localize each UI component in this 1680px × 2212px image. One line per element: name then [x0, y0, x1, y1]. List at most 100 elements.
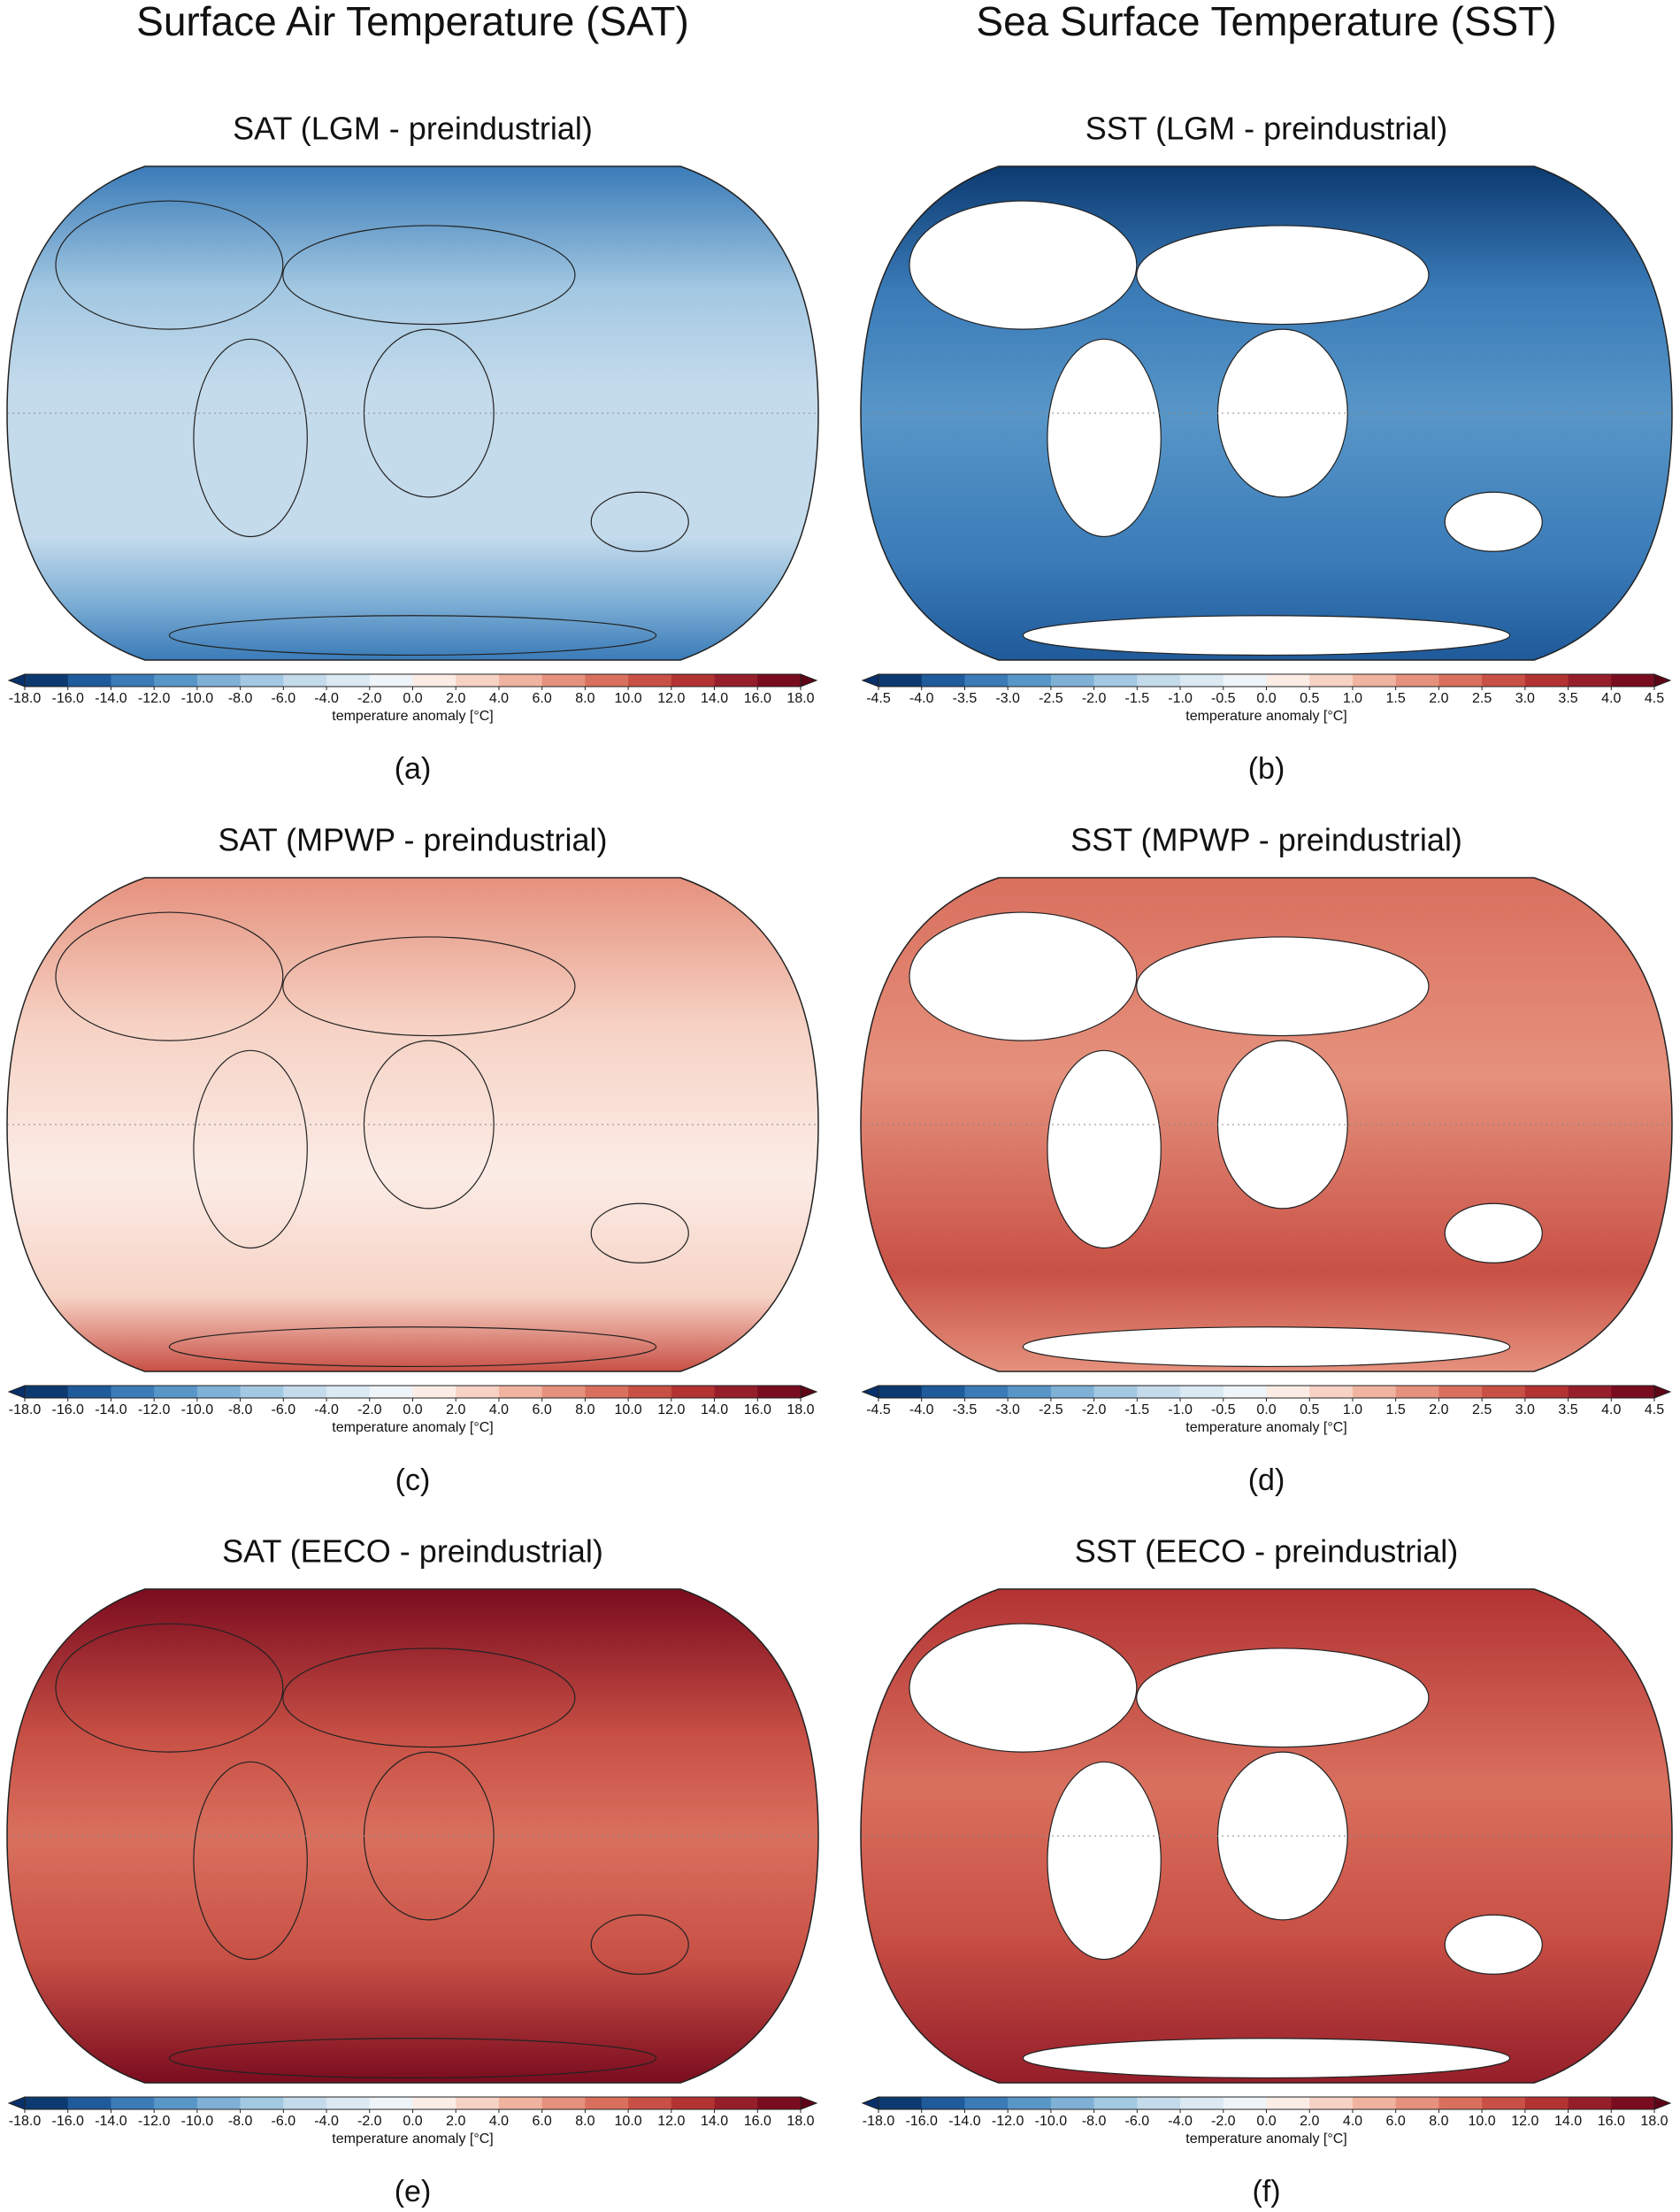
colorbar-segment	[1093, 1386, 1138, 1398]
colorbar-label: temperature anomaly [°C]	[332, 1420, 493, 1435]
colorbar-tick-label: 0.0	[403, 2114, 422, 2129]
colorbar-segment	[964, 674, 1009, 687]
colorbar-tick-label: -10.0	[181, 2114, 214, 2129]
panel-caption: (c)	[395, 1463, 431, 1497]
column-title: Surface Air Temperature (SAT)	[136, 0, 689, 44]
colorbar-tick-label: 0.5	[1300, 691, 1319, 706]
continent	[590, 1914, 689, 1975]
colorbar-tick-label: -8.0	[1082, 2114, 1107, 2129]
colorbar-tick-label: -18.0	[9, 2114, 42, 2129]
continent	[193, 1761, 308, 1961]
colorbar-tick-label: 1.0	[1343, 1402, 1362, 1417]
map	[7, 166, 818, 660]
colorbar-tick-label: -8.0	[228, 691, 253, 706]
colorbar-tick-label: 0.0	[403, 1402, 422, 1417]
colorbar-tick-label: 2.0	[1429, 691, 1448, 706]
map-border	[860, 877, 1673, 1372]
colorbar-segment	[585, 674, 629, 687]
colorbar-segment	[585, 1386, 629, 1398]
colorbar-segment	[283, 2097, 327, 2109]
colorbar-tick-label: -12.0	[138, 2114, 171, 2129]
colorbar-segment	[25, 674, 69, 687]
continent	[193, 1049, 308, 1249]
panel-caption: (b)	[1248, 752, 1285, 786]
map	[7, 1589, 818, 2083]
continent	[590, 491, 689, 552]
colorbar-segment	[283, 1386, 327, 1398]
colorbar-segment	[1309, 674, 1354, 687]
colorbar-segment	[67, 1386, 111, 1398]
colorbar-tick-label: -6.0	[272, 2114, 296, 2129]
colorbar-segment	[1352, 674, 1397, 687]
colorbar-segment	[1137, 674, 1181, 687]
colorbar-tick-label: -4.0	[314, 1402, 339, 1417]
colorbar-label: temperature anomaly [°C]	[1185, 709, 1346, 724]
colorbar-tick-label: 18.0	[786, 2114, 814, 2129]
colorbar-segment	[714, 1386, 758, 1398]
colorbar-segment	[456, 2097, 500, 2109]
colorbar-tick-label: -4.5	[866, 691, 891, 706]
colorbar-tick-label: 2.5	[1472, 1402, 1492, 1417]
continent	[909, 911, 1138, 1041]
colorbar-tick-label: 12.0	[1511, 2114, 1538, 2129]
colorbar-tick-label: -0.5	[1211, 691, 1236, 706]
colorbar-segment	[1137, 2097, 1181, 2109]
colorbar-tick-label: 0.0	[1256, 2114, 1276, 2129]
continent	[282, 225, 576, 326]
colorbar-segment	[1223, 674, 1267, 687]
colorbar-tick-label: 14.0	[1554, 2114, 1582, 2129]
colorbar-segment	[1137, 1386, 1181, 1398]
colorbar-segment	[1395, 1386, 1439, 1398]
colorbar-label: temperature anomaly [°C]	[332, 709, 493, 724]
colorbar-tick-label: 0.0	[1256, 691, 1276, 706]
continent	[1047, 1049, 1162, 1249]
colorbar-tick-label: -18.0	[9, 691, 42, 706]
colorbar-tick-label: 8.0	[1429, 2114, 1448, 2129]
colorbar-segment	[25, 1386, 69, 1398]
colorbar-segment	[921, 2097, 965, 2109]
colorbar-segment	[1266, 2097, 1310, 2109]
colorbar-segment	[498, 674, 543, 687]
colorbar-tick-label: 16.0	[1598, 2114, 1625, 2129]
colorbar-tick-label: 6.0	[533, 2114, 552, 2129]
panel-title: SST (LGM - preindustrial)	[1085, 111, 1447, 147]
colorbar-tick-label: -10.0	[1035, 2114, 1068, 2129]
colorbar-tick-label: 16.0	[744, 691, 771, 706]
colorbar-segment	[1180, 674, 1224, 687]
colorbar-tick-label: 4.0	[1343, 2114, 1362, 2129]
colorbar-end	[1653, 2096, 1672, 2110]
colorbar-segment	[757, 2097, 802, 2109]
map	[861, 166, 1672, 660]
colorbar-tick-label: -14.0	[95, 691, 127, 706]
colorbar-tick-label: 3.5	[1558, 691, 1577, 706]
colorbar-segment	[1093, 674, 1138, 687]
colorbar-segment	[67, 674, 111, 687]
panel-caption: (d)	[1248, 1463, 1285, 1497]
colorbar-tick-label: 12.0	[657, 691, 685, 706]
colorbar-segment	[1008, 2097, 1052, 2109]
colorbar-segment	[1611, 1386, 1655, 1398]
colorbar-tick-label: -10.0	[181, 1402, 214, 1417]
colorbar-end	[800, 673, 818, 687]
colorbar-segment	[1568, 2097, 1612, 2109]
colorbar-segment	[111, 1386, 155, 1398]
colorbar-tick-label: 18.0	[786, 1402, 814, 1417]
colorbar-label: temperature anomaly [°C]	[332, 2131, 493, 2147]
colorbar-tick-label: 18.0	[786, 691, 814, 706]
colorbar-tick-label: 2.0	[446, 2114, 465, 2129]
map-field	[7, 166, 818, 660]
colorbar-tick-label: 14.0	[701, 1402, 728, 1417]
continent	[168, 2038, 657, 2079]
map	[861, 1589, 1672, 2083]
colorbar-tick-label: 3.5	[1558, 1402, 1577, 1417]
colorbar-tick-label: -18.0	[863, 2114, 895, 2129]
colorbar-segment	[671, 2097, 716, 2109]
colorbar-tick-label: -3.0	[995, 691, 1020, 706]
map-field	[7, 1589, 818, 2083]
map	[7, 878, 818, 1371]
continent	[168, 615, 657, 657]
colorbar-segment	[878, 2097, 923, 2109]
colorbar-tick-label: 8.0	[575, 1402, 595, 1417]
colorbar-tick-label: -2.5	[1039, 1402, 1063, 1417]
